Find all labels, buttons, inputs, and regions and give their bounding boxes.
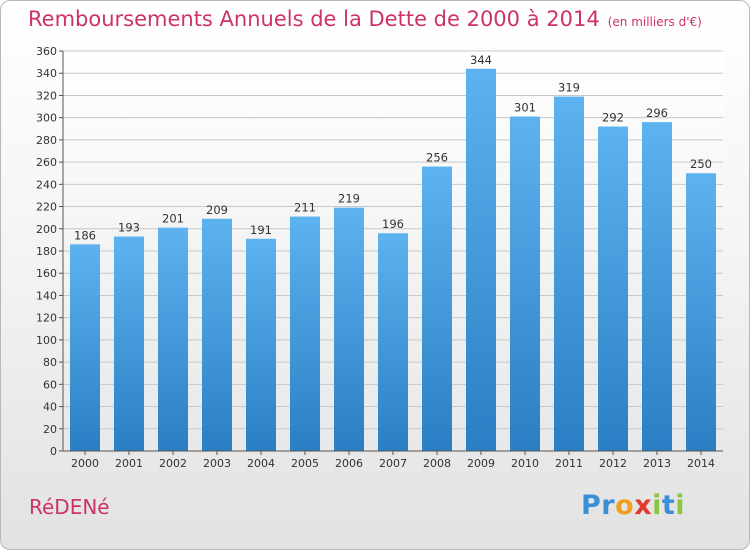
bar-series bbox=[70, 68, 716, 452]
x-tick-label: 2010 bbox=[511, 457, 539, 470]
x-tick-label: 2002 bbox=[159, 457, 187, 470]
bar bbox=[598, 126, 628, 452]
bar-value-label: 196 bbox=[382, 217, 404, 231]
bar-value-label: 319 bbox=[558, 81, 580, 95]
bar bbox=[642, 122, 672, 451]
y-tick-label: 260 bbox=[36, 156, 57, 169]
title-text: Remboursements Annuels de la Dette de 20… bbox=[28, 7, 600, 31]
x-tick-label: 2012 bbox=[599, 457, 627, 470]
bar bbox=[202, 218, 232, 451]
bar-value-label: 209 bbox=[206, 203, 228, 217]
y-tick-label: 100 bbox=[36, 334, 57, 347]
y-tick-label: 180 bbox=[36, 245, 57, 258]
y-tick-label: 220 bbox=[36, 201, 57, 214]
y-tick-label: 340 bbox=[36, 67, 57, 80]
y-tick-label: 40 bbox=[43, 401, 57, 414]
logo-letter: i bbox=[675, 490, 686, 521]
x-tick-label: 2008 bbox=[423, 457, 451, 470]
y-tick-label: 0 bbox=[50, 445, 57, 458]
bar-value-label: 301 bbox=[514, 101, 536, 115]
axes: 0 20 40 60 80 100 120 140 160 180 200 220 240 260 280 3… bbox=[36, 45, 723, 470]
bar-value-label: 193 bbox=[118, 221, 140, 235]
title-unit: (en milliers d'€) bbox=[607, 15, 702, 29]
bar-value-label: 186 bbox=[74, 228, 96, 242]
bar bbox=[378, 233, 408, 451]
y-tick-label: 200 bbox=[36, 223, 57, 236]
bar bbox=[246, 238, 276, 451]
bar bbox=[422, 166, 452, 452]
y-tick-label: 20 bbox=[43, 423, 57, 436]
bar bbox=[158, 227, 188, 451]
bar-value-label: 292 bbox=[602, 111, 624, 125]
logo-letter: x bbox=[634, 490, 653, 521]
bar bbox=[686, 173, 716, 451]
x-tick-label: 2007 bbox=[379, 457, 407, 470]
y-tick-label: 120 bbox=[36, 312, 57, 325]
chart-title: Remboursements Annuels de la Dette de 20… bbox=[28, 7, 702, 31]
bar-value-label: 344 bbox=[470, 53, 492, 67]
y-tick-label: 300 bbox=[36, 112, 57, 125]
commune-name: RéDENé bbox=[29, 495, 110, 519]
x-tick-label: 2014 bbox=[687, 457, 715, 470]
logo-letter: r bbox=[601, 490, 616, 521]
bar-value-label: 201 bbox=[162, 212, 184, 226]
y-tick-label: 60 bbox=[43, 378, 57, 391]
logo-letter: P bbox=[581, 490, 602, 521]
bar-value-label: 219 bbox=[338, 192, 360, 206]
bar bbox=[554, 96, 584, 452]
data-labels: 186 193 201 209 191 211 219 196 256 344 301 319 292 2… bbox=[74, 53, 712, 243]
x-tick-label: 2005 bbox=[291, 457, 319, 470]
logo-letter: o bbox=[615, 490, 635, 521]
x-tick-label: 2011 bbox=[555, 457, 583, 470]
x-tick-label: 2009 bbox=[467, 457, 495, 470]
x-tick-label: 2006 bbox=[335, 457, 363, 470]
bar bbox=[290, 216, 320, 451]
bar-value-label: 191 bbox=[250, 223, 272, 237]
y-tick-label: 320 bbox=[36, 89, 57, 102]
bar-value-label: 250 bbox=[690, 157, 712, 171]
bar-value-label: 256 bbox=[426, 151, 448, 165]
logo-letter: i bbox=[652, 490, 662, 521]
bar bbox=[510, 116, 540, 452]
y-tick-label: 280 bbox=[36, 134, 57, 147]
x-tick-label: 2003 bbox=[203, 457, 231, 470]
x-tick-label: 2013 bbox=[643, 457, 671, 470]
x-tick-label: 2000 bbox=[71, 457, 99, 470]
y-tick-label: 240 bbox=[36, 178, 57, 191]
bar bbox=[70, 244, 100, 451]
bar-value-label: 211 bbox=[294, 201, 316, 215]
bar bbox=[466, 68, 496, 452]
y-tick-label: 160 bbox=[36, 267, 57, 280]
x-tick-label: 2001 bbox=[115, 457, 143, 470]
bar-value-label: 296 bbox=[646, 106, 668, 120]
y-tick-label: 360 bbox=[36, 45, 57, 58]
bar bbox=[114, 236, 144, 451]
logo-letter: t bbox=[661, 490, 676, 521]
y-tick-label: 80 bbox=[43, 356, 57, 369]
proxiti-logo: Proxiti bbox=[581, 490, 685, 521]
bar bbox=[334, 207, 364, 451]
y-tick-label: 140 bbox=[36, 289, 57, 302]
x-tick-label: 2004 bbox=[247, 457, 275, 470]
